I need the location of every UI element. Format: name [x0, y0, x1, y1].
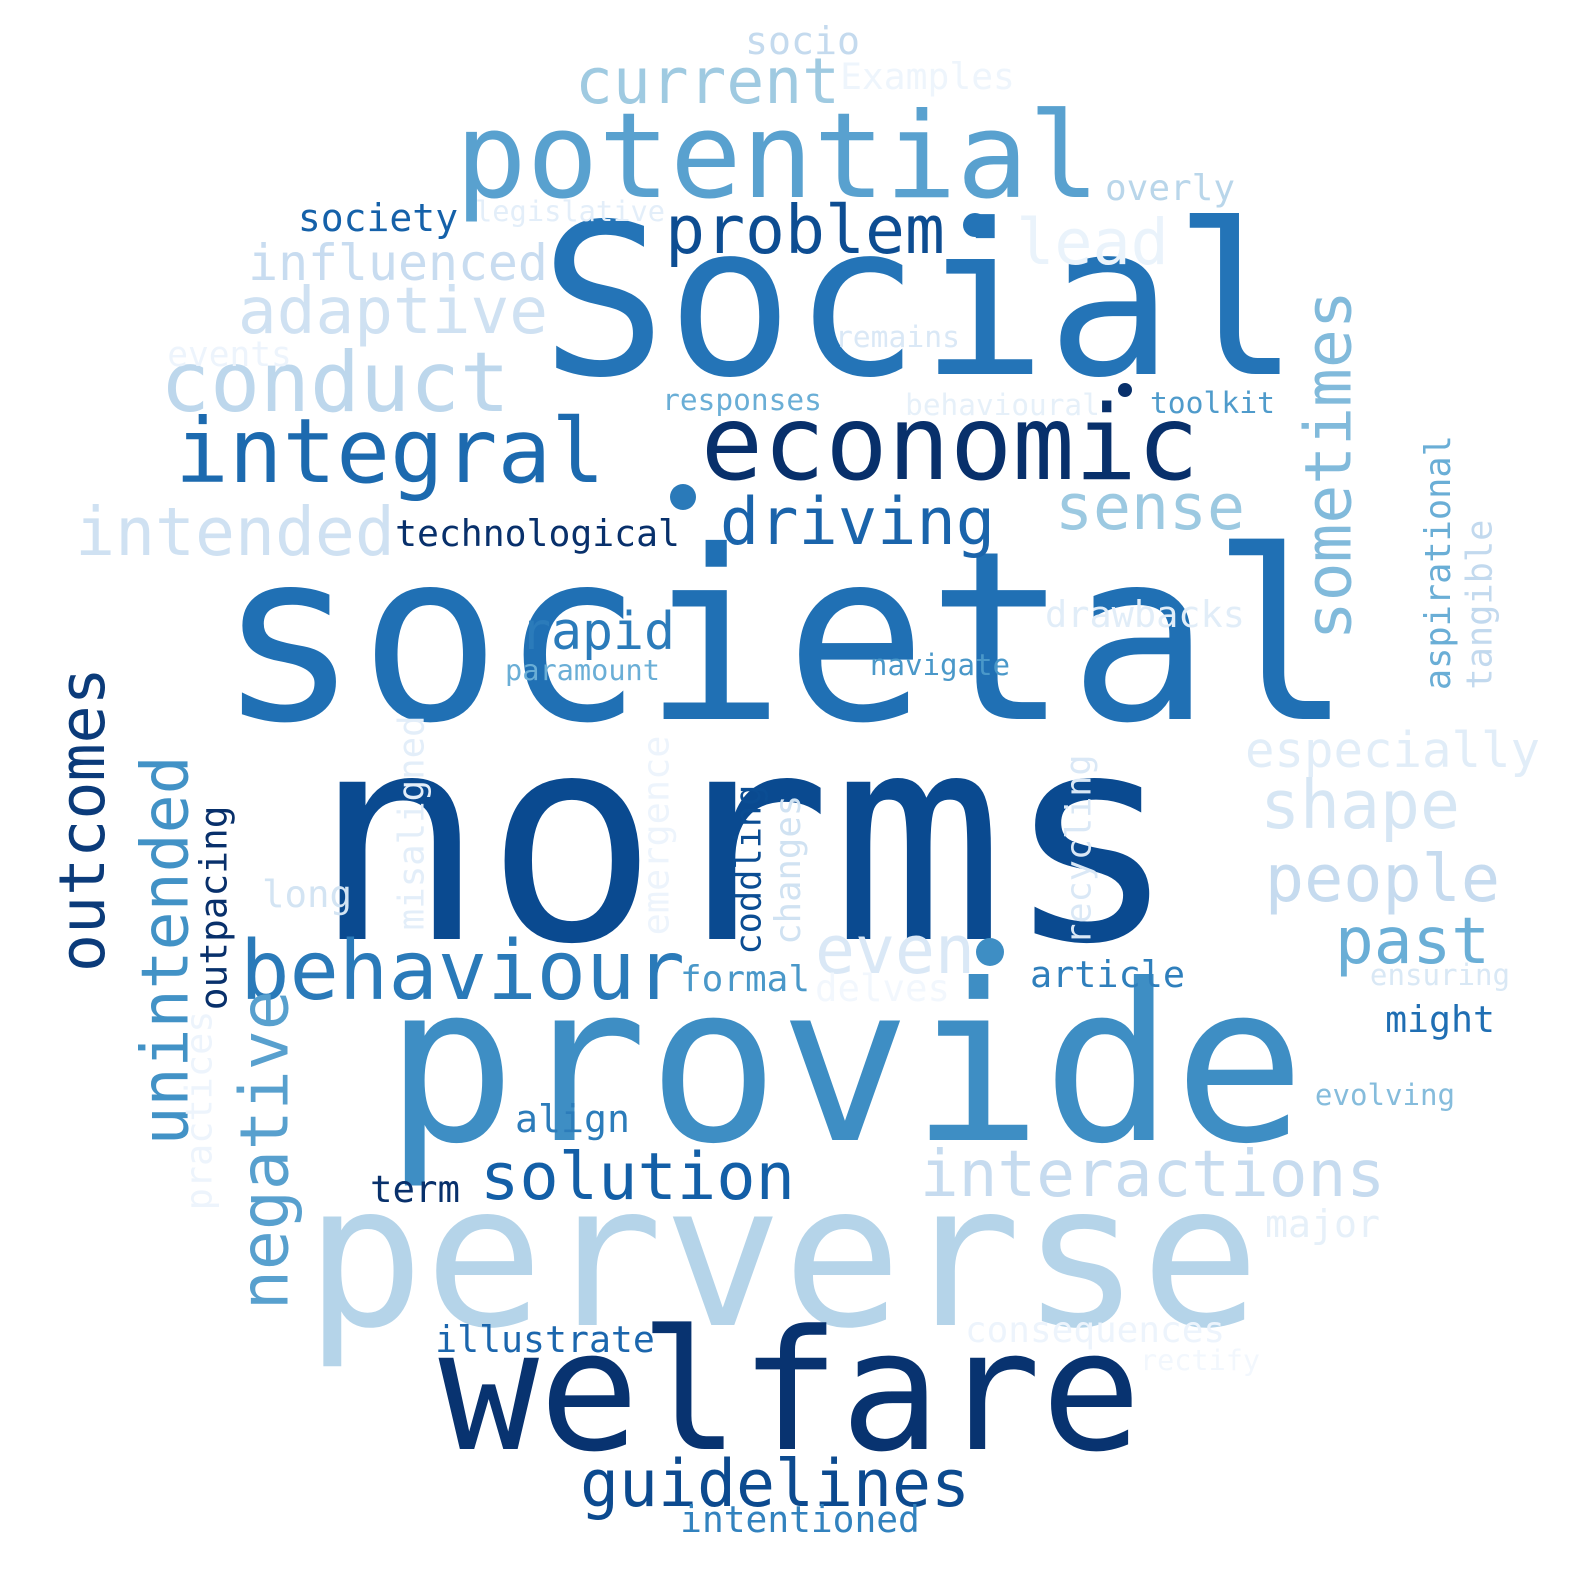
word-term: term	[369, 1166, 461, 1211]
word-practices: practices	[177, 1010, 221, 1210]
word-responses: responses	[662, 383, 822, 418]
word-people: people	[1264, 842, 1501, 918]
word-recycling: recycling	[1058, 754, 1100, 946]
word-norms: norms	[312, 672, 1178, 1008]
word-tangible: tangible	[1459, 519, 1501, 690]
word-navigate: navigate	[869, 648, 1011, 683]
word-socio: socio	[745, 20, 860, 65]
word-major: major	[1265, 1202, 1380, 1247]
word-outpacing: outpacing	[191, 805, 236, 1010]
word-consequences: consequences	[964, 1310, 1226, 1351]
word-toolkit: toolkit	[1149, 386, 1276, 422]
word-align: align	[515, 1097, 630, 1142]
word-technological: technological	[395, 511, 680, 555]
word-changes: changes	[768, 795, 810, 945]
word-problem: problem	[665, 190, 945, 269]
word-provide: provide	[384, 936, 1306, 1192]
word-society: society	[297, 195, 459, 240]
word-evolving: evolving	[1314, 1078, 1456, 1113]
word-influenced: influenced	[248, 234, 548, 293]
word-illustrate: illustrate	[435, 1317, 655, 1361]
word-delves: delves	[814, 966, 951, 1011]
word-shape: shape	[1260, 765, 1460, 844]
word-intentioned: intentioned	[680, 1497, 920, 1541]
word-sometimes: sometimes	[1291, 290, 1367, 640]
word-perverse: perverse	[304, 1141, 1261, 1373]
word-ensuring: ensuring	[1369, 958, 1511, 993]
word-negative: negative	[225, 990, 304, 1310]
word-long: long	[261, 872, 353, 917]
word-article: article	[1029, 952, 1186, 996]
word-events: events	[167, 334, 292, 375]
word-remains: remains	[834, 320, 961, 356]
period-dot	[1118, 383, 1132, 397]
word-guidelines: guidelines	[579, 1446, 971, 1522]
word-paramount: paramount	[505, 652, 660, 687]
word-misaligned: misaligned	[391, 715, 433, 930]
word-especially: especially	[1244, 721, 1540, 779]
word-legislative: legislative	[475, 193, 665, 228]
word-intended: intended	[75, 493, 395, 572]
word-societal: societal	[217, 499, 1353, 775]
word-current: current	[574, 45, 841, 119]
word-integral: integral	[174, 399, 606, 504]
word-lead: lead	[1016, 204, 1169, 279]
word-behavioural: behavioural	[905, 388, 1100, 423]
word-formal: formal	[679, 959, 811, 1000]
word-rapid: rapid	[519, 601, 676, 662]
word-social: Social	[540, 179, 1300, 425]
period-dot	[963, 213, 987, 237]
word-might: might	[1385, 997, 1495, 1041]
word-coddling: coddling	[728, 784, 770, 955]
word-examples: Examples	[840, 55, 1015, 99]
word-behaviour: behaviour	[240, 924, 685, 1020]
word-conduct: conduct	[160, 334, 510, 431]
word-economic: economic	[700, 384, 1200, 505]
word-outcomes: outcomes	[44, 667, 119, 973]
word-welfare: welfare	[438, 1295, 1142, 1490]
word-potential: potential	[455, 88, 1100, 226]
word-drawbacks: drawbacks	[1045, 592, 1245, 636]
word-past: past	[1334, 904, 1491, 980]
word-interactions: interactions	[919, 1136, 1386, 1212]
period-dot	[976, 938, 1004, 966]
word-even: even	[815, 910, 975, 989]
period-dot	[670, 484, 696, 510]
word-emergence: emergence	[634, 735, 678, 935]
word-aspirational: aspirational	[1418, 434, 1460, 690]
word-rectify: rectify	[1139, 1343, 1261, 1377]
word-adaptive: adaptive	[237, 274, 549, 350]
word-solution: solution	[480, 1138, 795, 1215]
word-sense: sense	[1055, 469, 1245, 544]
word-overly: overly	[1104, 168, 1236, 209]
word-driving: driving	[719, 483, 996, 560]
